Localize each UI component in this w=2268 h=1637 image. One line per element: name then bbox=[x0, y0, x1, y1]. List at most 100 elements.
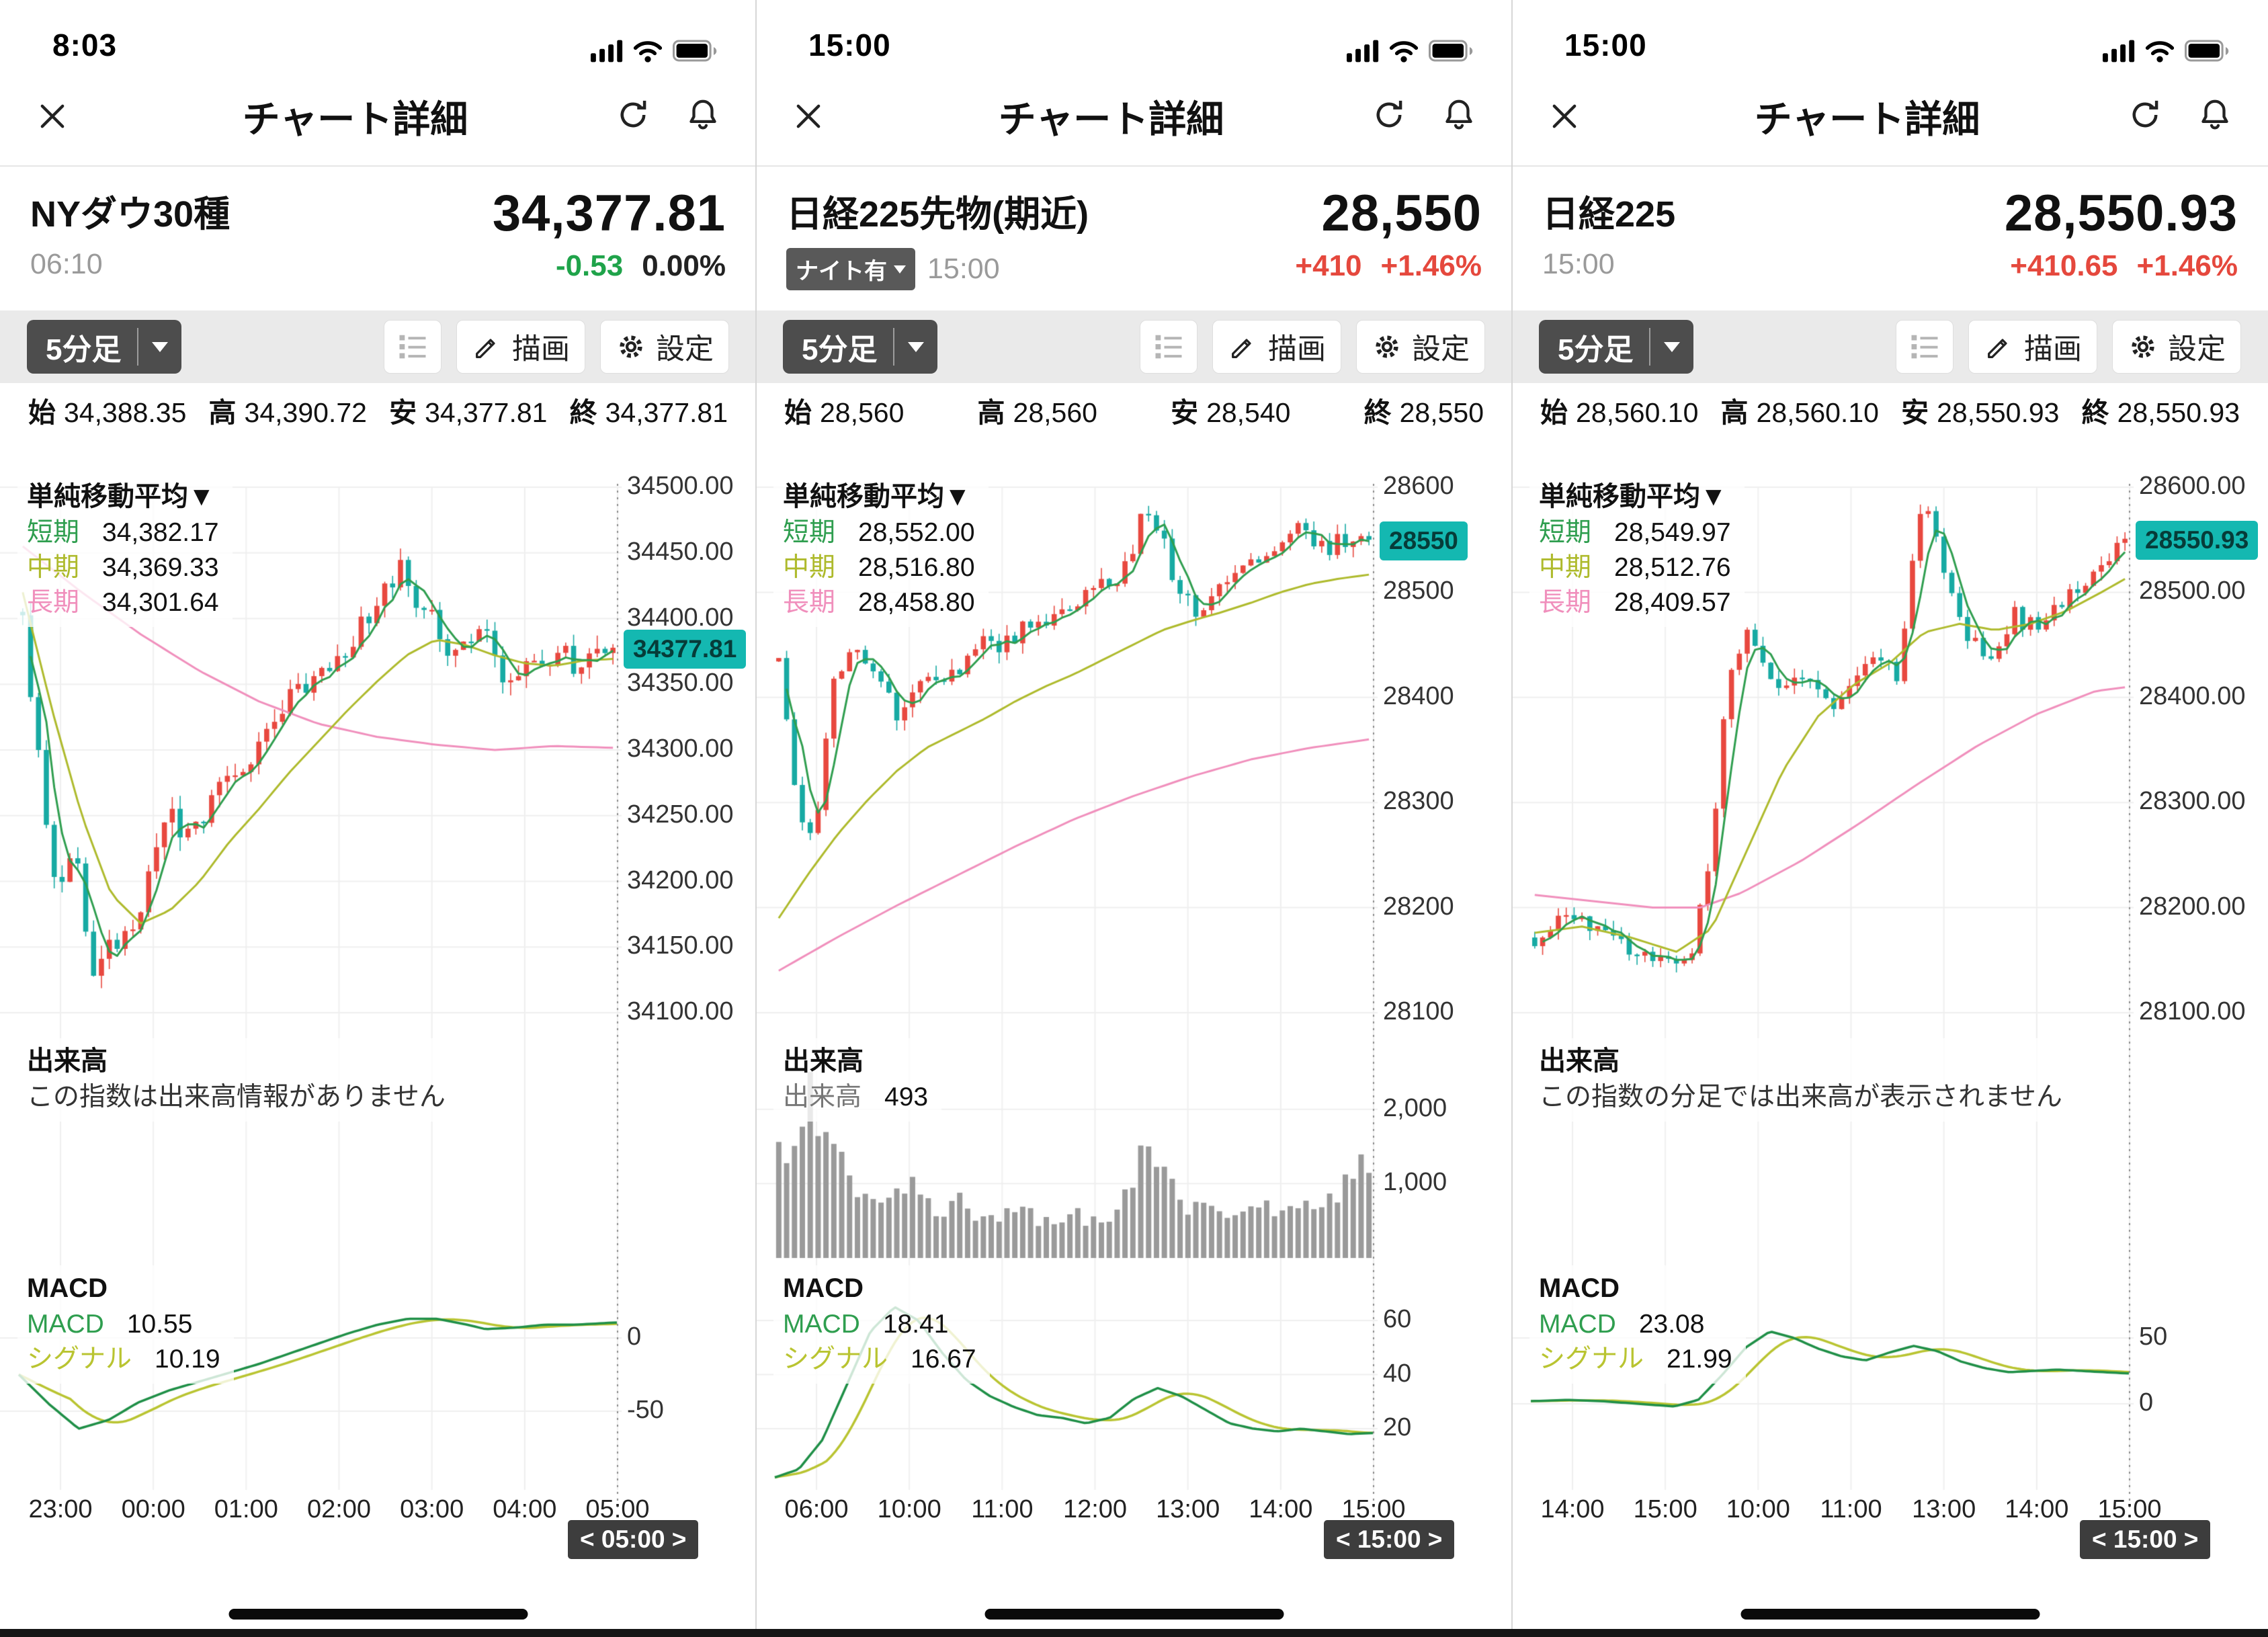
status-bar: 15:00 bbox=[756, 0, 1512, 67]
quote-time: 15:00 bbox=[927, 253, 1000, 285]
timeframe-label: 5分足 bbox=[802, 333, 878, 366]
volume-legend: 出来高 この指数の分足では出来高が表示されません bbox=[1529, 1038, 2076, 1122]
page-title: チャート詳細 bbox=[1754, 97, 1980, 140]
price-axis-label: 34350.00 bbox=[627, 669, 734, 698]
home-indicator[interactable] bbox=[228, 1609, 528, 1620]
status-bar: 15:00 bbox=[1512, 0, 2268, 67]
macd-rows: MACD 23.08 シグナル 21.99 bbox=[1539, 1307, 1732, 1378]
night-session-label: ナイト有 bbox=[796, 259, 887, 284]
time-cursor-badge[interactable]: < 05:00 > bbox=[568, 1520, 699, 1559]
time-axis-label: 04:00 bbox=[493, 1495, 557, 1523]
chart-area: 単純移動平均▼ 短期 34,382.17 中期 34,369.33 長期 34,301.6… bbox=[0, 437, 756, 1579]
price-axis-label: 34400.00 bbox=[627, 603, 734, 632]
night-session-badge[interactable]: ナイト有 bbox=[786, 248, 915, 290]
time-axis-label: 12:00 bbox=[1062, 1495, 1128, 1523]
close-value: 28,550 bbox=[1399, 397, 1484, 428]
current-price-badge: 28550 bbox=[1380, 521, 1468, 561]
price-axis-label: 34450.00 bbox=[627, 537, 734, 566]
time-axis-label: 11:00 bbox=[971, 1495, 1034, 1523]
ohlc-row: 始 28,560.10 高 28,560.10 安 28,550.93 終 28,550… bbox=[1512, 383, 2268, 437]
settings-button[interactable]: 設定 bbox=[2112, 320, 2241, 374]
macd-row: MACD 23.08 bbox=[1539, 1307, 1732, 1342]
close-icon[interactable] bbox=[791, 99, 851, 134]
chart-toolbar: 5分足 描画 bbox=[0, 310, 756, 383]
indicator-list-button[interactable] bbox=[384, 320, 442, 374]
settings-button[interactable]: 設定 bbox=[600, 320, 729, 374]
refresh-icon[interactable] bbox=[2127, 97, 2163, 136]
sma-legend[interactable]: 単純移動平均▼ 短期 28,552.00 中期 28,516.80 長期 28,458.8… bbox=[773, 474, 989, 628]
macd-row: シグナル 10.19 bbox=[27, 1342, 220, 1377]
chevron-down-icon bbox=[137, 328, 181, 366]
chevron-down-icon bbox=[894, 265, 906, 274]
gear-icon bbox=[1376, 335, 1398, 358]
time-axis-label: 14:00 bbox=[1540, 1495, 1605, 1523]
status-time: 15:00 bbox=[1564, 28, 1647, 62]
settings-button[interactable]: 設定 bbox=[1356, 320, 1485, 374]
time-axis-label: 11:00 bbox=[1820, 1495, 1882, 1523]
indicator-list-button[interactable] bbox=[1896, 320, 1954, 374]
instrument-name: 日経225先物(期近) bbox=[786, 194, 1089, 235]
sma-row: 短期 28,549.97 bbox=[1539, 515, 1731, 550]
current-price-badge: 28550.93 bbox=[2136, 520, 2259, 560]
time-cursor-badge[interactable]: < 15:00 > bbox=[2080, 1520, 2211, 1559]
status-icons bbox=[2103, 39, 2229, 63]
macd-row-label: シグナル bbox=[783, 1344, 888, 1374]
refresh-icon[interactable] bbox=[1371, 97, 1407, 136]
price-axis-label: 34150.00 bbox=[627, 931, 734, 960]
panel-divider bbox=[755, 0, 757, 1637]
sma-row-value: 28,552.00 bbox=[858, 517, 975, 547]
indicator-list-button[interactable] bbox=[1140, 320, 1198, 374]
bell-icon[interactable] bbox=[2197, 97, 2233, 136]
chart-area: 単純移動平均▼ 短期 28,552.00 中期 28,516.80 長期 28,458.8… bbox=[756, 437, 1512, 1579]
timeframe-button[interactable]: 5分足 bbox=[27, 320, 182, 374]
home-indicator[interactable] bbox=[984, 1609, 1284, 1620]
macd-row-label: シグナル bbox=[27, 1344, 132, 1374]
time-axis-label: 23:00 bbox=[28, 1495, 93, 1523]
low-value: 28,540 bbox=[1206, 397, 1291, 428]
draw-button[interactable]: 描画 bbox=[456, 320, 585, 374]
sma-row: 短期 34,382.17 bbox=[27, 515, 219, 550]
low-value: 28,550.93 bbox=[1937, 397, 2060, 428]
close-icon[interactable] bbox=[1547, 99, 1607, 134]
time-cursor-badge[interactable]: < 15:00 > bbox=[1324, 1520, 1455, 1559]
time-axis-label: 01:00 bbox=[214, 1495, 278, 1523]
sma-legend[interactable]: 単純移動平均▼ 短期 34,382.17 中期 34,369.33 長期 34,301.6… bbox=[17, 474, 233, 628]
draw-button[interactable]: 描画 bbox=[1212, 320, 1341, 374]
phone-screenshot: 8:03 bbox=[0, 0, 756, 1637]
macd-row: シグナル 16.67 bbox=[783, 1342, 976, 1377]
macd-axis-label: 0 bbox=[2139, 1388, 2154, 1417]
sma-row-label: 短期 bbox=[1539, 517, 1592, 547]
bell-icon[interactable] bbox=[1441, 97, 1477, 136]
chart-area: 単純移動平均▼ 短期 28,549.97 中期 28,512.76 長期 28,409.5… bbox=[1512, 437, 2268, 1579]
home-indicator[interactable] bbox=[1740, 1609, 2040, 1620]
macd-row-label: MACD bbox=[783, 1309, 860, 1339]
sma-row-value: 28,512.76 bbox=[1614, 552, 1731, 582]
timeframe-label: 5分足 bbox=[46, 333, 122, 366]
refresh-icon[interactable] bbox=[615, 97, 651, 136]
time-axis-label: 05:00 bbox=[585, 1495, 650, 1523]
app-header: チャート詳細 bbox=[0, 67, 756, 167]
time-axis-label: 02:00 bbox=[306, 1495, 372, 1523]
price-axis-label: 34100.00 bbox=[627, 997, 734, 1025]
instrument-info: NYダウ30種 06:10 34,377.81 -0.53 0.00% bbox=[0, 167, 756, 310]
volume-legend-title: 出来高 bbox=[27, 1046, 108, 1076]
low-value: 34,377.81 bbox=[425, 397, 548, 428]
sma-row-value: 28,458.80 bbox=[858, 588, 975, 618]
draw-button[interactable]: 描画 bbox=[1968, 320, 2097, 374]
chevron-down-icon bbox=[1649, 328, 1693, 366]
sma-row-label: 短期 bbox=[783, 517, 836, 547]
pencil-icon bbox=[1988, 339, 2007, 358]
settings-label: 設定 bbox=[656, 333, 714, 366]
macd-legend-title: MACD bbox=[27, 1273, 108, 1303]
bell-icon[interactable] bbox=[685, 97, 721, 136]
sma-row-value: 34,382.17 bbox=[102, 517, 219, 547]
timeframe-button[interactable]: 5分足 bbox=[783, 320, 938, 374]
low-label: 安 bbox=[1901, 397, 1929, 428]
quote-time: 06:10 bbox=[30, 248, 103, 280]
sma-legend[interactable]: 単純移動平均▼ 短期 28,549.97 中期 28,512.76 長期 28,409.5… bbox=[1529, 474, 1745, 628]
close-icon[interactable] bbox=[35, 99, 95, 134]
price-axis-label: 28300.00 bbox=[2139, 787, 2246, 816]
timeframe-button[interactable]: 5分足 bbox=[1539, 320, 1694, 374]
price-axis-label: 28100.00 bbox=[2139, 997, 2246, 1025]
